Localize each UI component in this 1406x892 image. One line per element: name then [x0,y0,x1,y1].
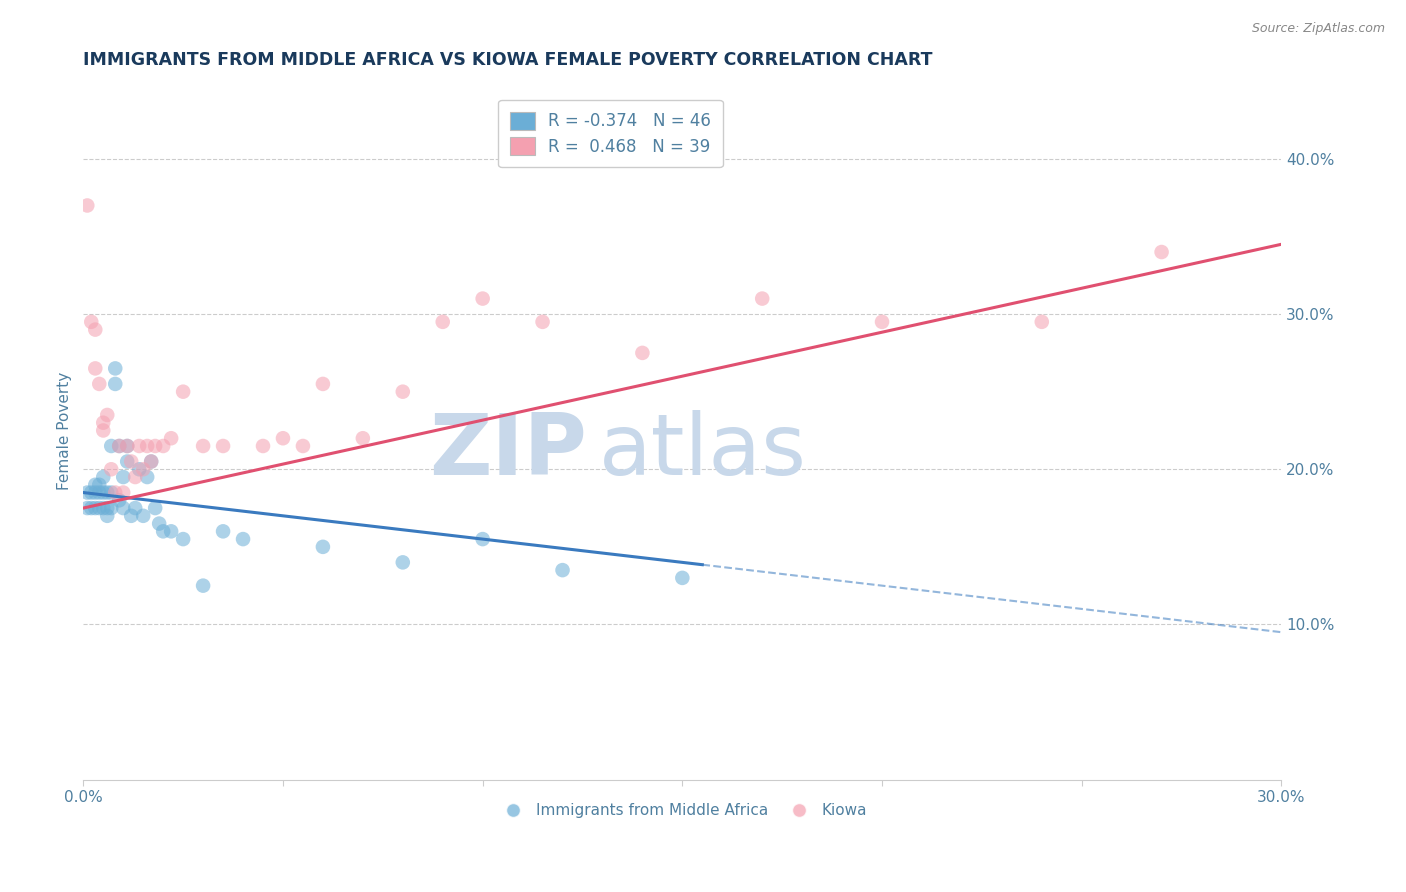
Point [152,439,174,453]
Point [212,524,235,539]
Point [112,485,135,500]
Point [84,323,107,337]
Point [312,540,335,554]
Point [751,292,773,306]
Point [136,470,159,484]
Point [112,470,135,484]
Point [352,431,374,445]
Point [252,439,274,453]
Point [143,501,166,516]
Point [212,439,235,453]
Point [391,555,413,569]
Point [96,501,118,516]
Point [291,439,314,453]
Point [108,439,131,453]
Point [91,424,114,438]
Point [141,454,163,468]
Point [132,508,155,523]
Point [128,439,150,453]
Point [115,454,138,468]
Point [115,439,138,453]
Point [96,508,118,523]
Point [870,315,893,329]
Point [271,431,294,445]
Text: ZIP: ZIP [429,410,586,493]
Point [84,361,107,376]
Point [120,508,142,523]
Point [104,376,127,391]
Point [84,501,107,516]
Point [152,524,174,539]
Point [471,292,494,306]
Point [80,485,103,500]
Point [128,462,150,476]
Point [91,416,114,430]
Point [96,408,118,422]
Point [191,439,214,453]
Point [132,462,155,476]
Point [172,384,194,399]
Point [136,439,159,453]
Point [391,384,413,399]
Point [148,516,170,531]
Point [91,470,114,484]
Point [100,485,122,500]
Point [80,315,103,329]
Point [100,501,122,516]
Point [232,532,254,546]
Point [1150,245,1173,260]
Legend: Immigrants from Middle Africa, Kiowa: Immigrants from Middle Africa, Kiowa [492,797,873,824]
Point [91,501,114,516]
Point [76,198,98,212]
Point [84,485,107,500]
Point [89,485,111,500]
Point [671,571,693,585]
Point [631,346,654,360]
Point [172,532,194,546]
Y-axis label: Female Poverty: Female Poverty [58,371,72,490]
Point [312,376,335,391]
Point [531,315,554,329]
Point [120,454,142,468]
Point [84,477,107,491]
Point [124,470,146,484]
Point [432,315,454,329]
Point [104,485,127,500]
Point [76,485,98,500]
Point [551,563,574,577]
Point [141,454,163,468]
Point [80,501,103,516]
Point [1031,315,1053,329]
Point [76,501,98,516]
Point [143,439,166,453]
Point [100,462,122,476]
Point [100,439,122,453]
Point [160,524,183,539]
Point [89,501,111,516]
Point [124,501,146,516]
Point [89,477,111,491]
Point [96,485,118,500]
Point [191,579,214,593]
Text: Source: ZipAtlas.com: Source: ZipAtlas.com [1251,22,1385,36]
Text: atlas: atlas [599,410,807,493]
Point [112,501,135,516]
Point [89,376,111,391]
Point [471,532,494,546]
Point [160,431,183,445]
Point [91,485,114,500]
Point [115,439,138,453]
Point [108,439,131,453]
Point [108,493,131,508]
Point [104,361,127,376]
Text: IMMIGRANTS FROM MIDDLE AFRICA VS KIOWA FEMALE POVERTY CORRELATION CHART: IMMIGRANTS FROM MIDDLE AFRICA VS KIOWA F… [83,51,932,69]
